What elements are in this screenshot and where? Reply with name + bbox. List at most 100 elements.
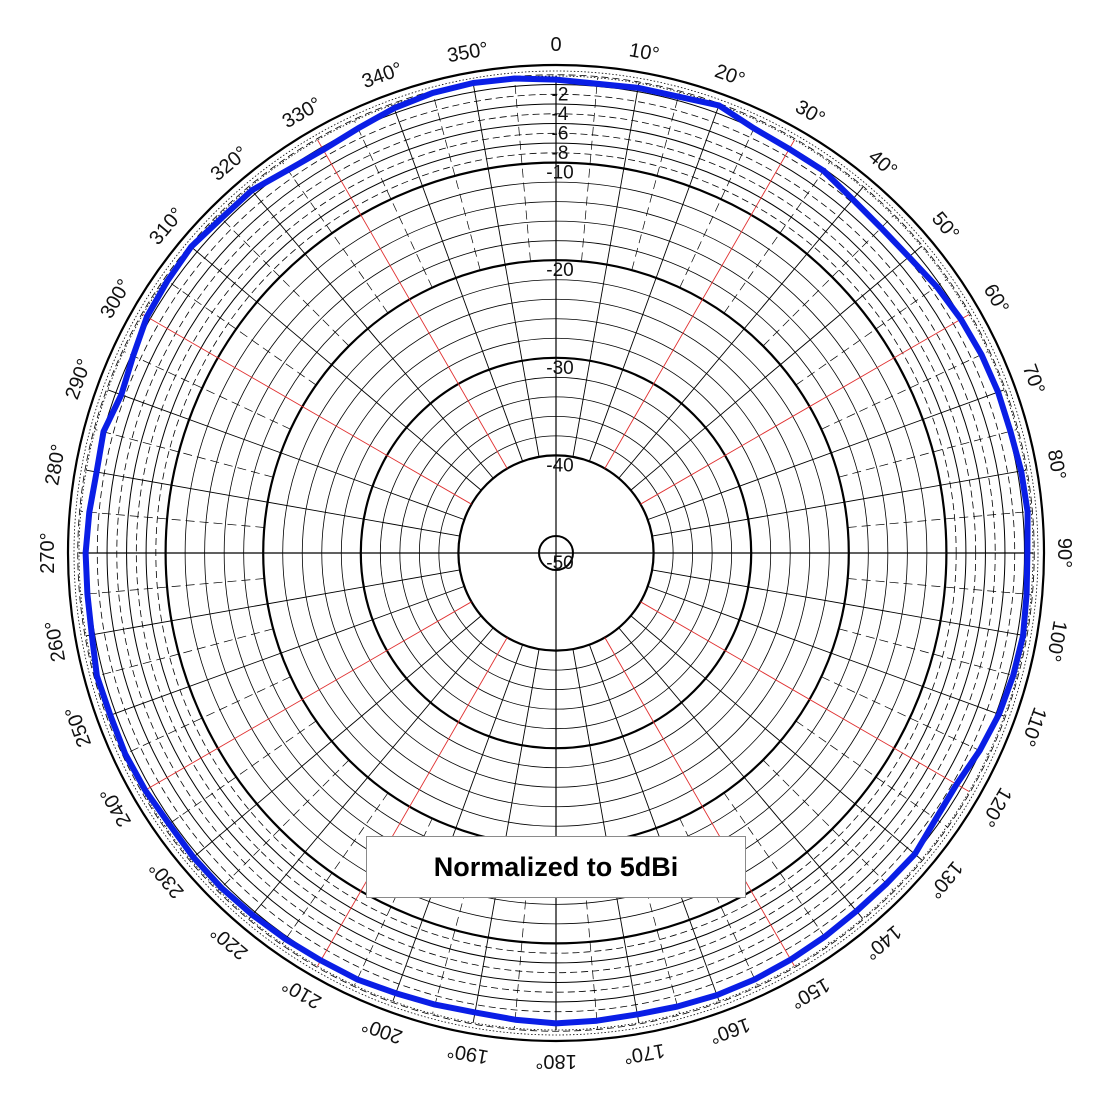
minor-spoke-225 [218,759,350,891]
spoke-220 [249,627,494,919]
spoke-240 [142,601,472,792]
angle-label: 140° [860,920,906,963]
spoke-260 [86,569,460,637]
ring-label: -2 [552,85,569,106]
minor-spoke-265 [80,578,265,595]
angle-label: 190° [446,1039,491,1068]
ring-label: -8 [552,143,569,164]
angle-label: 0 [550,34,561,56]
ring-label: -10 [546,163,573,184]
ring-label: -30 [546,358,573,379]
spoke-140 [618,627,863,919]
angle-label: 10° [627,39,661,66]
spoke-350 [472,83,540,457]
minor-spoke-325 [282,162,389,314]
spoke-50 [630,246,922,491]
spoke-290 [107,389,465,521]
angle-label: 270° [37,532,59,573]
angle-label: 90° [1053,538,1075,568]
minor-spoke-115 [821,676,989,755]
angle-label: 250° [61,704,96,750]
spoke-130 [630,615,922,860]
angle-label: 200° [359,1013,405,1048]
radiation-pattern-trace [82,75,1031,1027]
minor-spoke-355 [514,77,531,262]
minor-spoke-145 [723,792,830,944]
spoke-120 [640,601,970,792]
spoke-300 [142,314,472,505]
spoke-80 [652,469,1026,537]
spoke-150 [604,637,795,967]
minor-spoke-85 [847,511,1032,528]
normalization-note: Normalized to 5dBi [366,836,746,898]
spoke-250 [107,585,465,717]
minor-spoke-245 [123,676,291,755]
minor-spoke-305 [165,279,317,386]
minor-spoke-125 [795,720,947,827]
spoke-30 [604,139,795,469]
spoke-70 [647,389,1005,521]
minor-spoke-45 [762,215,894,347]
angle-label: 50° [927,208,963,245]
spoke-210 [317,637,508,967]
minor-spoke-275 [80,511,265,528]
angle-label: 340° [359,58,405,93]
angle-label: 180° [535,1050,576,1072]
minor-spoke-135 [762,759,894,891]
spoke-170 [572,649,640,1023]
spoke-200 [392,644,524,1002]
ring-label: -40 [546,455,573,476]
angle-label: 70° [1018,361,1049,397]
angle-label: 290° [61,356,96,402]
ring-label: -20 [546,260,573,281]
minor-spoke-95 [847,578,1032,595]
spoke-60 [640,314,970,505]
angle-label: 260° [41,619,70,664]
radial-ring-labels: -2-4-6-8-10 -20 -30 -40 -50 [546,85,573,574]
ring-label: -50 [546,553,573,574]
outer-frame-circle [66,63,1046,1043]
minor-spoke-75 [838,429,1017,478]
minor-spoke-295 [123,351,291,430]
spoke-160 [588,644,720,1002]
minor-spoke-255 [95,628,274,677]
minor-spoke-335 [354,120,433,288]
spoke-110 [647,585,1005,717]
minor-spoke-105 [838,628,1017,677]
minor-spoke-15 [631,92,680,271]
minor-spoke-5 [581,77,598,262]
spoke-330 [317,139,508,469]
minor-spoke-285 [95,429,274,478]
spoke-190 [472,649,540,1023]
minor-spoke-55 [795,279,947,386]
angle-label: 160° [707,1013,753,1048]
angle-label: 40° [864,146,901,182]
spoke-100 [652,569,1026,637]
spoke-20 [588,104,720,462]
angle-label: 100° [1042,619,1071,664]
minor-spoke-315 [218,215,350,347]
ring-label: -6 [552,124,569,145]
angle-label: 230° [145,857,188,903]
spoke-230 [190,615,482,860]
angle-label: 130° [923,857,966,903]
outer-dotted-circle [73,70,1039,1036]
angle-label: 280° [41,443,70,488]
spoke-310 [190,246,482,491]
minor-spoke-345 [432,92,481,271]
minor-spoke-35 [723,162,830,314]
angle-label: 80° [1043,448,1070,482]
minor-spoke-65 [821,351,989,430]
angle-label: 170° [622,1039,667,1068]
angle-label: 30° [791,96,828,130]
angle-label: 20° [712,60,748,91]
minor-spoke-235 [165,720,317,827]
angle-label: 310° [145,204,188,250]
pattern-line [82,75,1031,1027]
angle-label: 60° [979,280,1013,317]
spoke-10 [572,83,640,457]
ring-label: -4 [552,104,569,125]
minor-spoke-25 [679,120,758,288]
angle-label: 110° [1016,704,1050,749]
